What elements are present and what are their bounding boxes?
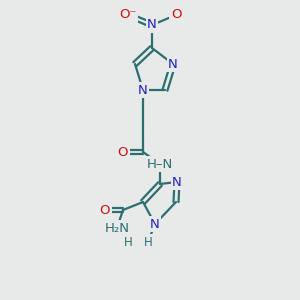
- Text: O⁻: O⁻: [119, 8, 137, 22]
- Text: N: N: [150, 218, 160, 230]
- Text: O: O: [118, 146, 128, 158]
- Text: H₂N: H₂N: [104, 221, 130, 235]
- Text: O: O: [171, 8, 181, 22]
- Text: N: N: [147, 19, 157, 32]
- Text: O: O: [100, 203, 110, 217]
- Text: H–N: H–N: [147, 158, 173, 170]
- Text: N: N: [168, 58, 178, 70]
- Text: N: N: [172, 176, 182, 188]
- Text: H: H: [124, 236, 132, 248]
- Text: N: N: [138, 83, 148, 97]
- Text: H: H: [144, 236, 152, 248]
